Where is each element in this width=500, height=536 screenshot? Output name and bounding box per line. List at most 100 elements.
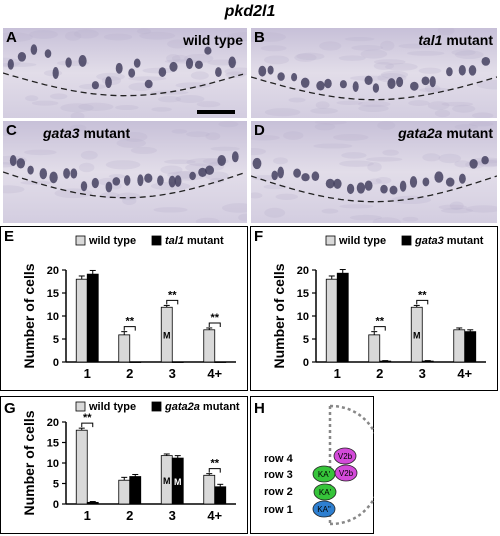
y-tick-label: 20 [47, 265, 59, 277]
legend-label: wild type [88, 401, 136, 413]
x-tick-label: 2 [126, 366, 133, 381]
bar [171, 457, 184, 505]
bar [214, 486, 227, 505]
panel-label-a: A [6, 29, 17, 46]
bar-annotation: M [413, 331, 421, 341]
panel-label-b: B [254, 29, 265, 46]
y-tick-label: 10 [47, 458, 59, 470]
micrograph [3, 121, 247, 223]
legend-swatch [75, 235, 86, 246]
genotype-label-d: gata2a mutant [398, 125, 493, 141]
y-tick-label: 10 [297, 311, 309, 323]
y-tick-label: 5 [53, 479, 59, 491]
panel-frame [0, 226, 248, 391]
x-tick-label: 1 [84, 366, 91, 381]
y-tick-label: 0 [53, 499, 59, 511]
legend-swatch [325, 235, 336, 246]
significance-label: ** [375, 316, 384, 328]
panel-label-e: E [4, 228, 15, 245]
legend-label: gata2a mutant [164, 401, 240, 413]
legend-swatch [151, 235, 162, 246]
x-tick-label: 1 [334, 366, 341, 381]
x-tick-label: 1 [84, 508, 91, 523]
micrograph [251, 28, 497, 118]
bar [75, 429, 88, 505]
panel-label-h: H [254, 400, 265, 417]
bar [171, 361, 184, 363]
bar [379, 360, 392, 363]
y-tick-label: 0 [303, 357, 309, 369]
y-axis-label: Number of cells [21, 410, 37, 515]
bar [160, 306, 173, 363]
bar-annotation: M [163, 331, 171, 341]
bar [86, 273, 99, 363]
micrograph [251, 121, 497, 223]
cell-ellipse [333, 447, 357, 465]
panel-frame [250, 396, 374, 534]
y-tick-label: 15 [47, 438, 59, 450]
chart-svg: 0 5 10 15 20 Number of cells 1 2 3 4+ M ** ** wild ty… [250, 226, 498, 391]
y-tick-label: 15 [47, 288, 59, 300]
panel-label-g: G [4, 400, 16, 417]
diagram-panel-h: row 4 row 3 row 2 row 1 V2b KA' V2b KA' KA" H [250, 396, 374, 534]
bar [410, 306, 423, 363]
y-tick-label: 15 [297, 288, 309, 300]
cell-ellipse [312, 500, 336, 518]
genotype-label-c: gata3 mutant [43, 125, 131, 141]
chart-svg: 0 5 10 15 20 Number of cells 1 2 3 4+ M ** ** ** wild … [0, 226, 248, 391]
significance-label: ** [168, 289, 177, 301]
significance-label: ** [125, 316, 134, 328]
y-tick-label: 20 [297, 265, 309, 277]
row-label: row 2 [264, 486, 293, 498]
y-tick-label: 10 [47, 311, 59, 323]
bar [129, 476, 142, 505]
bar [464, 331, 477, 363]
y-tick-label: 20 [47, 417, 59, 429]
x-tick-label: 4+ [207, 508, 222, 523]
legend-label: wild type [88, 235, 136, 247]
bar-chart-g: 0 5 10 15 20 Number of cells 1 2 3 4+ M M ** ** wild t… [0, 396, 248, 534]
legend-swatch [75, 401, 86, 412]
bar [214, 361, 227, 363]
cord-outline [329, 404, 374, 526]
panel-frame [250, 226, 498, 391]
legend-swatch [151, 401, 162, 412]
significance-label: ** [418, 289, 427, 301]
bar-annotation: M [163, 476, 171, 486]
bar [75, 278, 88, 363]
significance-bracket [208, 468, 221, 473]
y-axis-label: Number of cells [21, 263, 37, 368]
significance-bracket [208, 322, 221, 327]
micrograph [3, 28, 247, 118]
genotype-label-b: tal1 mutant [418, 32, 493, 48]
row-label: row 4 [264, 453, 294, 465]
y-axis-label: Number of cells [271, 263, 287, 368]
legend-label: gata3 mutant [414, 235, 484, 247]
x-tick-label: 4+ [457, 366, 472, 381]
panel-label-f: F [254, 228, 264, 245]
bar-chart-e: 0 5 10 15 20 Number of cells 1 2 3 4+ M ** ** ** wild … [0, 226, 248, 391]
photo-panel-a: A wild type [3, 28, 247, 118]
y-tick-label: 5 [53, 334, 59, 346]
bar [325, 278, 338, 363]
x-tick-label: 4+ [207, 366, 222, 381]
cell-label: KA' [318, 470, 331, 479]
bar [129, 361, 142, 363]
y-tick-label: 5 [303, 334, 309, 346]
bar-annotation: M [174, 477, 182, 487]
significance-bracket [81, 422, 94, 428]
photo-panel-b: B tal1 mutant [251, 28, 497, 118]
significance-label: ** [210, 458, 219, 470]
bar [118, 479, 131, 505]
bar [86, 501, 99, 505]
bar [336, 272, 349, 363]
x-tick-label: 3 [419, 366, 426, 381]
cell-label: V2b [339, 469, 354, 478]
cell-ellipse [313, 483, 337, 501]
x-tick-label: 2 [376, 366, 383, 381]
significance-bracket [373, 326, 386, 331]
x-tick-label: 3 [169, 366, 176, 381]
diagram-svg: row 4 row 3 row 2 row 1 V2b KA' V2b KA' KA" [250, 396, 374, 534]
significance-bracket [416, 299, 429, 305]
